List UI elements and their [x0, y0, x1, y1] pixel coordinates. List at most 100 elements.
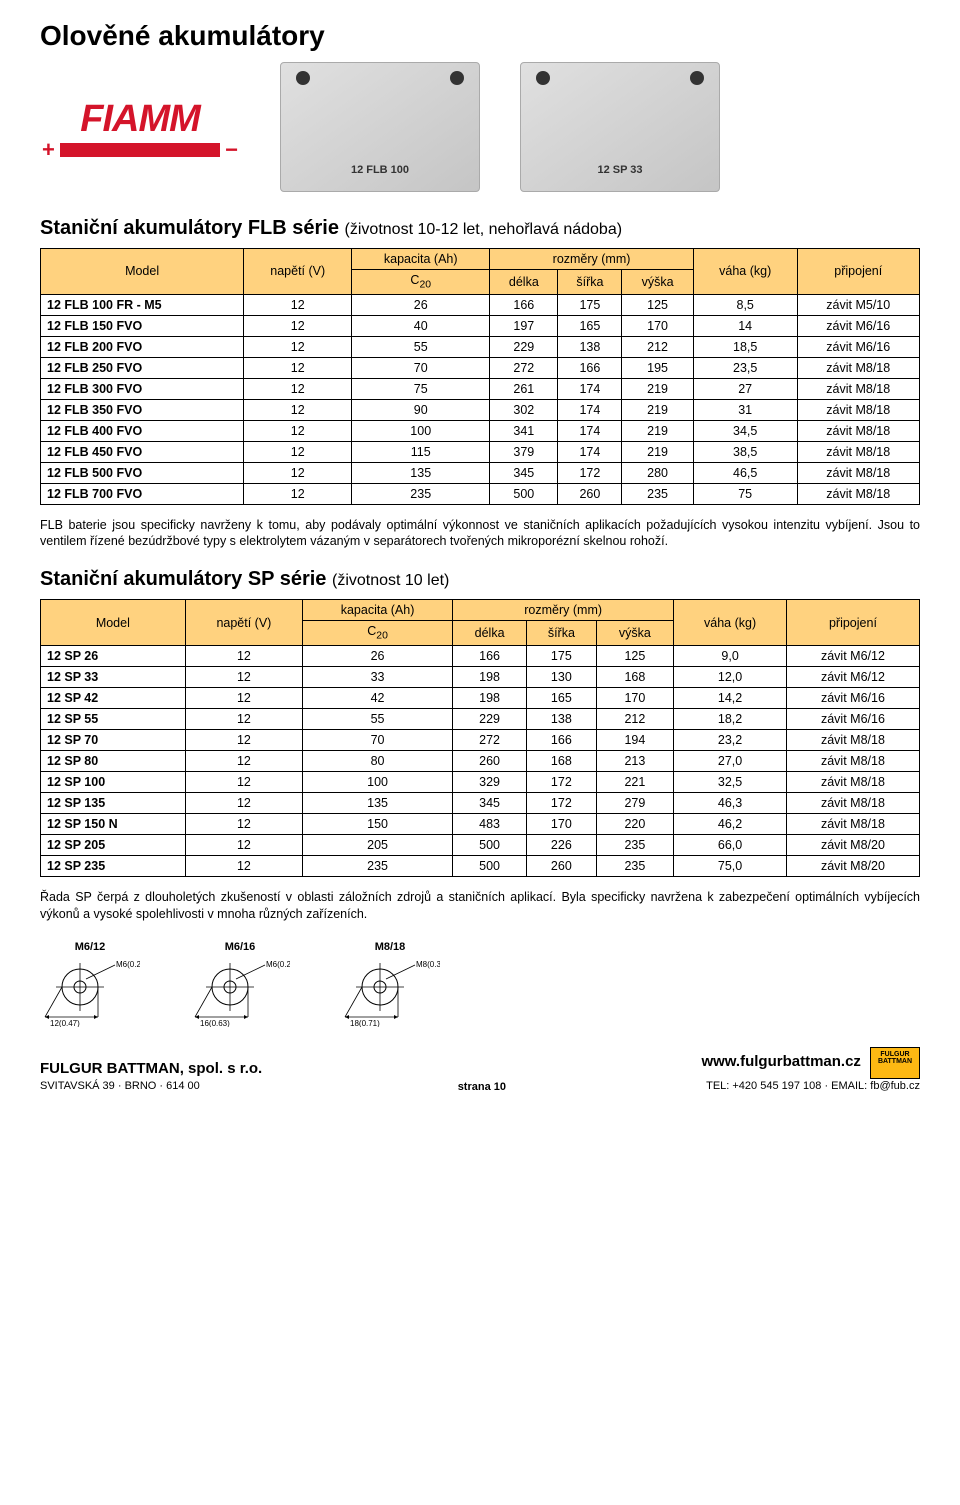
section1-para: FLB baterie jsou specificky navrženy k t… [40, 517, 920, 551]
cell-model: 12 FLB 100 FR - M5 [41, 294, 244, 315]
cell-h: 212 [596, 708, 674, 729]
cell-v: 12 [244, 420, 352, 441]
cell-w: 172 [527, 792, 596, 813]
cell-kg: 23,2 [674, 729, 787, 750]
cell-conn: závit M6/16 [797, 336, 919, 357]
cell-l: 272 [490, 357, 558, 378]
footer-page: strana 10 [458, 1081, 506, 1093]
cell-kg: 31 [693, 399, 797, 420]
th2-weight: váha (kg) [674, 600, 787, 646]
cell-model: 12 SP 26 [41, 645, 186, 666]
cell-c: 42 [303, 687, 453, 708]
cell-model: 12 SP 55 [41, 708, 186, 729]
cell-w: 226 [527, 834, 596, 855]
cell-l: 341 [490, 420, 558, 441]
footer: FULGUR BATTMAN, spol. s r.o. SVITAVSKÁ 3… [40, 1047, 920, 1093]
cell-c: 55 [303, 708, 453, 729]
cell-h: 195 [622, 357, 694, 378]
table-row: 12 FLB 150 FVO124019716517014závit M6/16 [41, 315, 920, 336]
terminal-label: M6/16 [225, 941, 256, 953]
cell-h: 170 [622, 315, 694, 336]
cell-h: 221 [596, 771, 674, 792]
cell-kg: 27,0 [674, 750, 787, 771]
cell-l: 500 [490, 483, 558, 504]
cell-h: 220 [596, 813, 674, 834]
table-row: 12 SP 42124219816517014,2závit M6/16 [41, 687, 920, 708]
th2-dims: rozměry (mm) [453, 600, 674, 621]
svg-text:M6(0.24): M6(0.24) [266, 960, 290, 969]
cell-h: 219 [622, 378, 694, 399]
cell-w: 174 [558, 441, 622, 462]
cell-h: 279 [596, 792, 674, 813]
cell-kg: 34,5 [693, 420, 797, 441]
cell-model: 12 SP 80 [41, 750, 186, 771]
svg-text:M6(0.24): M6(0.24) [116, 960, 140, 969]
th2-height: výška [596, 621, 674, 646]
cell-w: 170 [527, 813, 596, 834]
page-title: Olověné akumulátory [40, 20, 920, 52]
cell-c: 235 [303, 855, 453, 876]
cell-conn: závit M8/18 [797, 357, 919, 378]
terminal-icon: M6(0.24)16(0.63) [190, 957, 290, 1027]
cell-c: 33 [303, 666, 453, 687]
th2-capacity: kapacita (Ah) [303, 600, 453, 621]
th-conn: připojení [797, 249, 919, 295]
cell-conn: závit M8/18 [797, 483, 919, 504]
table-row: 12 SP 1001210032917222132,5závit M8/18 [41, 771, 920, 792]
cell-c: 235 [352, 483, 490, 504]
cell-model: 12 SP 70 [41, 729, 186, 750]
th2-conn: připojení [786, 600, 919, 646]
cell-c: 70 [352, 357, 490, 378]
cell-conn: závit M6/16 [786, 708, 919, 729]
cell-model: 12 FLB 250 FVO [41, 357, 244, 378]
section2-subtitle: (životnost 10 let) [332, 572, 449, 589]
terminal-icon: M8(0.31)18(0.71) [340, 957, 440, 1027]
th-height: výška [622, 270, 694, 295]
table-row: 12 FLB 500 FVO1213534517228046,5závit M8… [41, 462, 920, 483]
cell-v: 12 [185, 708, 302, 729]
cell-kg: 14,2 [674, 687, 787, 708]
th-capacity: kapacita (Ah) [352, 249, 490, 270]
cell-h: 235 [596, 855, 674, 876]
cell-c: 205 [303, 834, 453, 855]
th2-width: šířka [527, 621, 596, 646]
cell-l: 229 [453, 708, 527, 729]
cell-v: 12 [185, 855, 302, 876]
terminal-label: M8/18 [375, 941, 406, 953]
header-images: FIAMM 12 FLB 100 12 SP 33 [40, 62, 920, 192]
cell-w: 138 [558, 336, 622, 357]
cell-conn: závit M8/20 [786, 834, 919, 855]
cell-kg: 27 [693, 378, 797, 399]
sp-table: Model napětí (V) kapacita (Ah) rozměry (… [40, 599, 920, 877]
cell-v: 12 [244, 441, 352, 462]
cell-h: 213 [596, 750, 674, 771]
svg-text:12(0.47): 12(0.47) [50, 1019, 80, 1027]
footer-right: www.fulgurbattman.cz FULGURBATTMAN TEL: … [701, 1047, 920, 1093]
cell-conn: závit M8/18 [786, 792, 919, 813]
footer-company: FULGUR BATTMAN, spol. s r.o. [40, 1059, 262, 1079]
cell-model: 12 SP 33 [41, 666, 186, 687]
cell-model: 12 SP 135 [41, 792, 186, 813]
table-row: 12 SP 70127027216619423,2závit M8/18 [41, 729, 920, 750]
cell-h: 219 [622, 399, 694, 420]
cell-kg: 66,0 [674, 834, 787, 855]
cell-l: 329 [453, 771, 527, 792]
table-row: 12 FLB 200 FVO125522913821218,5závit M6/… [41, 336, 920, 357]
cell-model: 12 FLB 350 FVO [41, 399, 244, 420]
cell-model: 12 FLB 450 FVO [41, 441, 244, 462]
cell-kg: 23,5 [693, 357, 797, 378]
table-row: 12 FLB 250 FVO127027216619523,5závit M8/… [41, 357, 920, 378]
cell-l: 379 [490, 441, 558, 462]
cell-model: 12 FLB 300 FVO [41, 378, 244, 399]
cell-kg: 46,2 [674, 813, 787, 834]
section1-title: Staniční akumulátory FLB série (životnos… [40, 217, 920, 240]
table-row: 12 FLB 400 FVO1210034117421934,5závit M8… [41, 420, 920, 441]
battery-1-label: 12 FLB 100 [351, 164, 409, 176]
terminal-diagram: M6/12M6(0.24)12(0.47) [40, 941, 140, 1027]
cell-h: 212 [622, 336, 694, 357]
cell-v: 12 [244, 336, 352, 357]
table-row: 12 FLB 350 FVO129030217421931závit M8/18 [41, 399, 920, 420]
cell-w: 174 [558, 378, 622, 399]
fiamm-bar-icon [60, 143, 220, 157]
cell-model: 12 SP 100 [41, 771, 186, 792]
